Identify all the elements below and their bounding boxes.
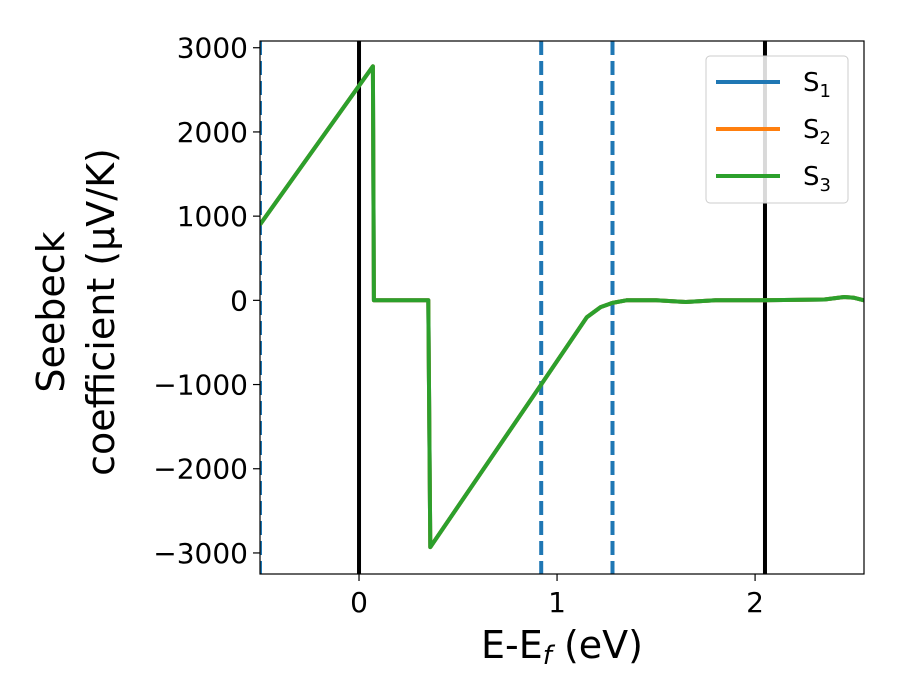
x-tick-label: 0 bbox=[350, 586, 368, 619]
x-axis: 0 1 2 bbox=[350, 574, 764, 619]
x-axis-title: E-Ef (eV) bbox=[481, 623, 643, 671]
x-axis-title-unit: (eV) bbox=[552, 623, 643, 667]
plot-frame bbox=[259, 40, 865, 575]
y-tick-label: −2000 bbox=[153, 453, 248, 486]
x-tick-label: 1 bbox=[548, 586, 566, 619]
y-tick-label: 1000 bbox=[177, 200, 248, 233]
series-line-s3 bbox=[260, 64, 864, 550]
y-axis: 3000 2000 1000 0 −1000 −2000 −3000 bbox=[153, 32, 260, 570]
y-tick-label: 3000 bbox=[177, 32, 248, 65]
y-tick-label: −3000 bbox=[153, 537, 248, 570]
legend-label-s1: S1 bbox=[803, 68, 831, 102]
series-layer bbox=[260, 64, 864, 550]
legend-label-s3: S3 bbox=[803, 162, 831, 196]
y-axis-title-line2: coefficient (μV/K) bbox=[79, 148, 123, 476]
y-tick-label: 2000 bbox=[177, 116, 248, 149]
y-axis-title-line1: Seebeck bbox=[29, 231, 73, 392]
y-tick-label: −1000 bbox=[153, 369, 248, 402]
legend-label-s2: S2 bbox=[803, 115, 831, 149]
legend: S1 S2 S3 bbox=[705, 55, 849, 204]
x-tick-label: 2 bbox=[746, 586, 764, 619]
y-tick-label: 0 bbox=[230, 284, 248, 317]
